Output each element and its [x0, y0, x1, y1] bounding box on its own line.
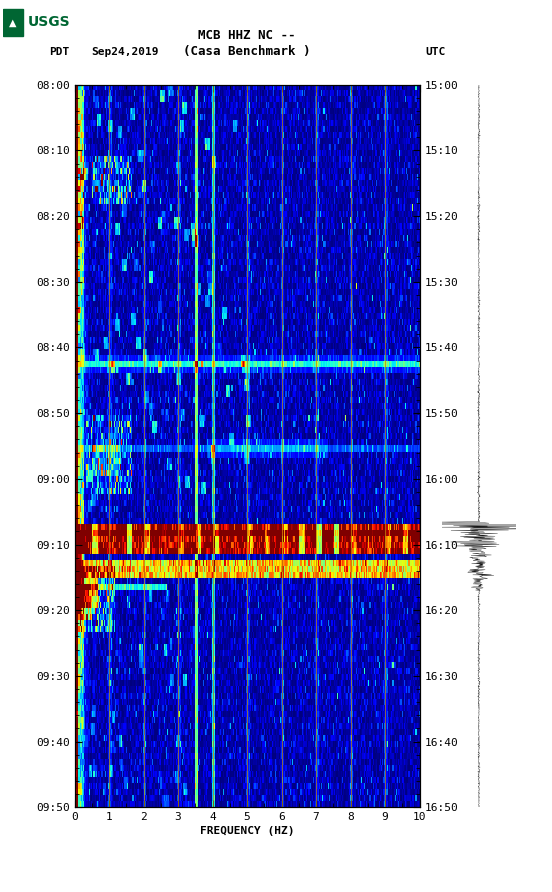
FancyBboxPatch shape: [3, 9, 23, 36]
Text: USGS: USGS: [28, 15, 71, 29]
Text: ▲: ▲: [9, 17, 17, 28]
X-axis label: FREQUENCY (HZ): FREQUENCY (HZ): [200, 826, 294, 837]
Text: Sep24,2019: Sep24,2019: [91, 46, 158, 57]
Text: PDT: PDT: [49, 46, 69, 57]
Text: UTC: UTC: [425, 46, 445, 57]
Text: (Casa Benchmark ): (Casa Benchmark ): [183, 45, 311, 58]
Text: MCB HHZ NC --: MCB HHZ NC --: [198, 29, 296, 42]
